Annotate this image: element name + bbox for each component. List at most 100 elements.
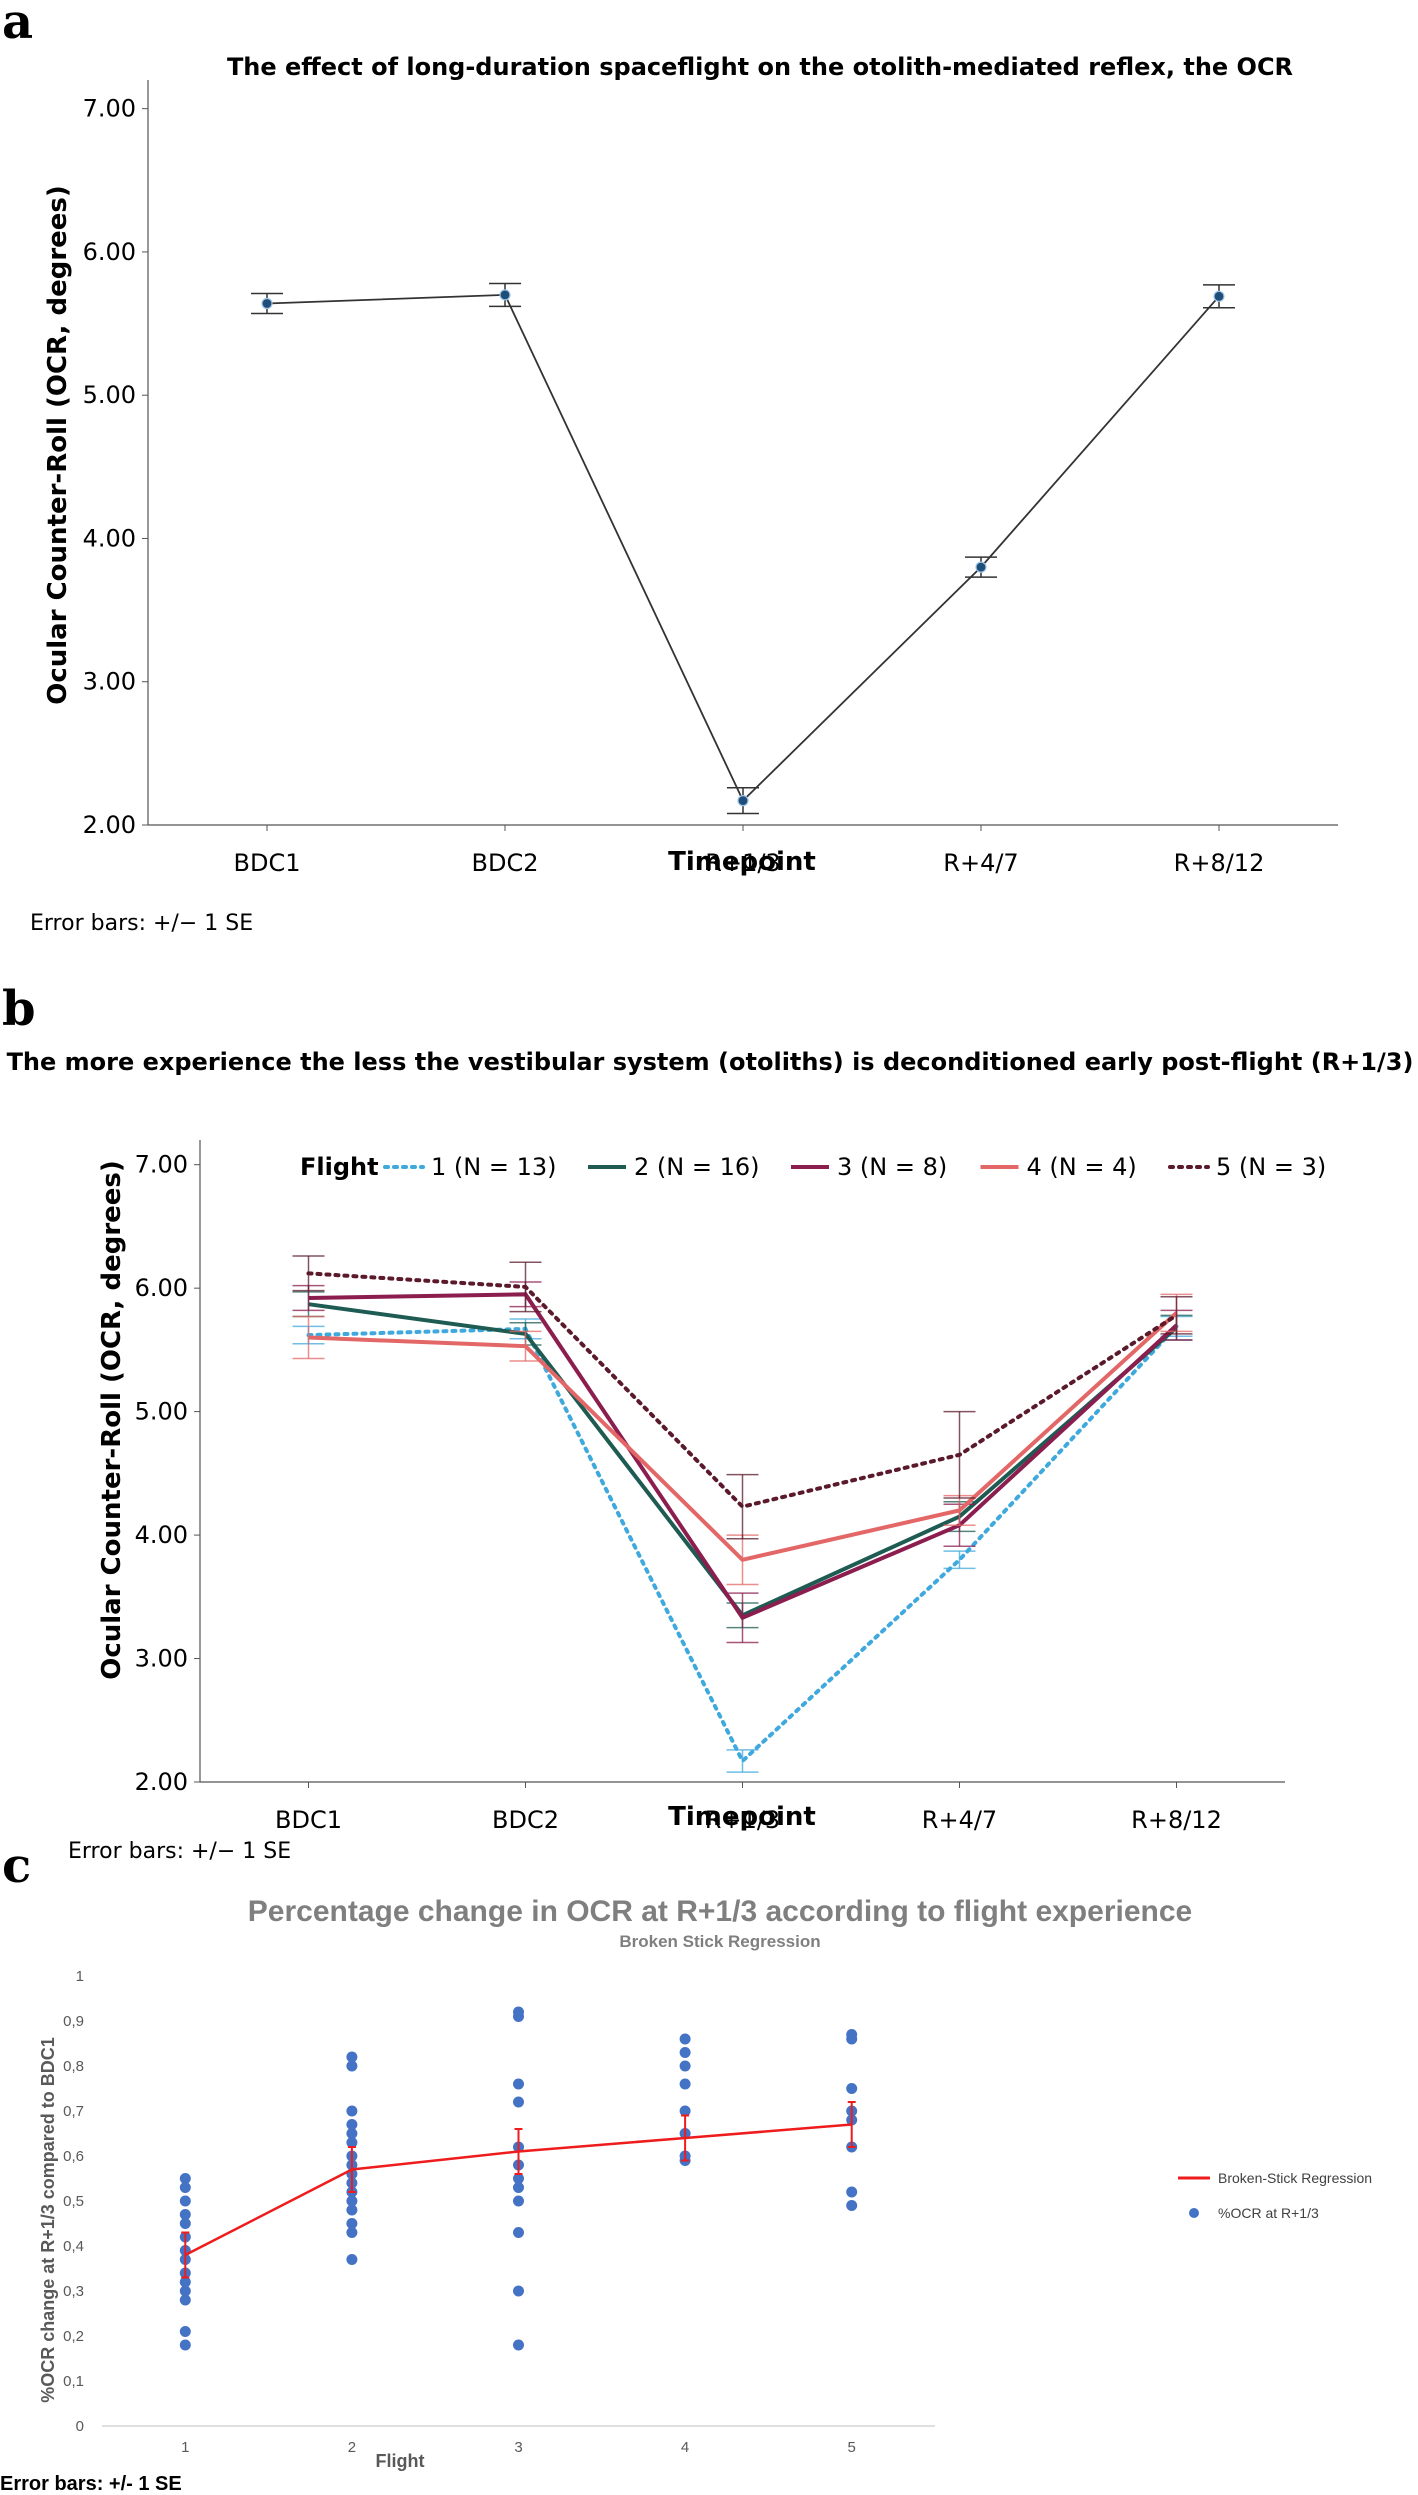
c-scatter-point bbox=[513, 2182, 524, 2193]
a-plot-ytick-label: 5.00 bbox=[83, 381, 136, 409]
a-plot-series-line-1 bbox=[266, 293, 1220, 803]
a-plot-data-point bbox=[499, 289, 511, 301]
b-plot-legend-entry-3: 3 (N = 8) bbox=[837, 1153, 947, 1181]
c-scatter-point bbox=[179, 2339, 191, 2351]
panel-b-title: The more experience the less the vestibu… bbox=[7, 1048, 1414, 1076]
c-xtick-label: 4 bbox=[681, 2439, 689, 2456]
b-plot-ytick-label: 6.00 bbox=[135, 1274, 188, 1302]
c-xtick-label: 5 bbox=[848, 2439, 856, 2456]
c-scatter-point bbox=[846, 2029, 858, 2040]
c-scatter-point bbox=[179, 2326, 191, 2337]
panel-c-subtitle: Broken Stick Regression bbox=[619, 1932, 820, 1951]
panel-a-ylabel: Ocular Counter-Roll (OCR, degrees) bbox=[43, 185, 73, 705]
b-plot-xtick-label: BDC1 bbox=[275, 1806, 342, 1834]
a-plot-data-point bbox=[737, 795, 749, 807]
c-scatter-point bbox=[346, 2254, 358, 2265]
panel-b-ylabel: Ocular Counter-Roll (OCR, degrees) bbox=[97, 1160, 127, 1680]
c-ytick-label: 0,3 bbox=[63, 2283, 84, 2300]
panel-b-xlabel: Timepoint bbox=[668, 1802, 816, 1832]
b-plot-series-line-1 bbox=[306, 1324, 1179, 1765]
panel-b-error-note: Error bars: +/− 1 SE bbox=[68, 1839, 291, 1864]
c-scatter-point bbox=[179, 2173, 191, 2184]
a-plot-ytick-label: 7.00 bbox=[83, 95, 136, 123]
c-scatter-point bbox=[346, 2204, 358, 2216]
c-ytick-label: 0 bbox=[76, 2418, 84, 2435]
b-plot-series-line-5 bbox=[306, 1271, 1179, 1509]
c-ytick-label: 0,6 bbox=[63, 2148, 84, 2165]
panel-c-chart: Percentage change in OCR at R+1/3 accord… bbox=[0, 1895, 1372, 2495]
c-scatter-point bbox=[346, 2128, 358, 2139]
panel-label-b: b bbox=[2, 981, 36, 1037]
c-legend-entry-regression: Broken-Stick Regression bbox=[1218, 2170, 1372, 2186]
c-scatter-point bbox=[846, 2083, 858, 2094]
c-scatter-point bbox=[679, 2105, 691, 2117]
panel-label-a: a bbox=[2, 0, 33, 50]
c-ytick-label: 0,7 bbox=[63, 2103, 84, 2120]
a-plot-ytick-label: 4.00 bbox=[83, 524, 136, 552]
c-xtick-label: 3 bbox=[514, 2439, 522, 2456]
a-plot-ytick-label: 3.00 bbox=[83, 668, 136, 696]
c-scatter-point bbox=[513, 2195, 524, 2207]
a-plot-data-point bbox=[975, 561, 987, 573]
c-scatter-point bbox=[513, 2096, 524, 2108]
b-plot-ytick-label: 4.00 bbox=[135, 1521, 188, 1549]
c-xtick-label: 2 bbox=[348, 2439, 356, 2456]
c-regression-line bbox=[184, 2123, 852, 2257]
panel-c-error-note: Error bars: +/- 1 SE bbox=[0, 2473, 182, 2495]
b-plot-legend-entry-2: 2 (N = 16) bbox=[634, 1153, 759, 1181]
c-scatter-point bbox=[346, 2195, 358, 2207]
b-plot-xtick-label: R+8/12 bbox=[1131, 1806, 1222, 1834]
c-scatter-point bbox=[679, 2047, 691, 2058]
b-plot-xtick-label: R+1/3 bbox=[705, 1806, 780, 1834]
b-plot-ytick-label: 3.00 bbox=[135, 1645, 188, 1673]
panel-c-ylabel: %OCR change at R+1/3 compared to BDC1 bbox=[38, 2037, 58, 2403]
panel-a-xlabel: Timepoint bbox=[668, 847, 816, 877]
c-ytick-label: 1 bbox=[76, 1968, 84, 1985]
c-scatter-point bbox=[846, 2200, 858, 2211]
c-scatter-point bbox=[679, 2078, 691, 2090]
panel-a-error-note: Error bars: +/− 1 SE bbox=[30, 911, 253, 936]
a-plot-ytick-label: 6.00 bbox=[83, 238, 136, 266]
a-plot-xtick-label: BDC2 bbox=[472, 849, 539, 877]
c-scatter-point bbox=[513, 2339, 524, 2351]
c-scatter-point bbox=[346, 2060, 358, 2072]
c-scatter-point bbox=[513, 2227, 524, 2238]
c-legend-entry-scatter: %OCR at R+1/3 bbox=[1218, 2205, 1319, 2221]
a-plot-xtick-label: R+1/3 bbox=[705, 849, 780, 877]
c-scatter-point bbox=[513, 2006, 524, 2018]
c-scatter-point bbox=[179, 2218, 191, 2229]
b-plot-xtick-label: BDC2 bbox=[492, 1806, 559, 1834]
panel-a-chart: The effect of long-duration spaceflight … bbox=[30, 53, 1338, 936]
panel-b-legend-title: Flight bbox=[300, 1153, 379, 1181]
b-plot-xtick-label: R+4/7 bbox=[922, 1806, 997, 1834]
a-plot-ytick-label: 2.00 bbox=[83, 811, 136, 839]
c-legend-swatch-scatter bbox=[1189, 2208, 1199, 2218]
a-plot-xtick-label: R+4/7 bbox=[943, 849, 1018, 877]
c-scatter-point bbox=[346, 2137, 358, 2148]
a-plot-data-point bbox=[261, 297, 273, 310]
c-ytick-label: 0,9 bbox=[63, 2013, 84, 2030]
c-scatter-point bbox=[846, 2186, 858, 2198]
c-ytick-label: 0,8 bbox=[63, 2058, 84, 2075]
c-ytick-label: 0,5 bbox=[63, 2193, 84, 2210]
b-plot-ytick-label: 7.00 bbox=[135, 1151, 188, 1179]
b-plot-series-line-4 bbox=[308, 1311, 1178, 1562]
c-ytick-label: 0,4 bbox=[63, 2238, 84, 2255]
c-scatter-point bbox=[179, 2285, 191, 2297]
b-plot-legend-entry-5: 5 (N = 3) bbox=[1216, 1153, 1326, 1181]
panel-c-title: Percentage change in OCR at R+1/3 accord… bbox=[248, 1895, 1192, 1928]
panel-b-chart: The more experience the less the vestibu… bbox=[7, 1048, 1414, 1864]
b-plot-legend-entry-4: 4 (N = 4) bbox=[1027, 1153, 1137, 1181]
c-xtick-label: 1 bbox=[181, 2439, 189, 2456]
c-scatter-point bbox=[179, 2276, 191, 2288]
c-scatter-point bbox=[179, 2182, 191, 2193]
c-scatter-point bbox=[513, 2173, 524, 2184]
c-ytick-label: 0,2 bbox=[63, 2328, 84, 2345]
c-scatter-point bbox=[346, 2218, 358, 2229]
panel-c-xlabel: Flight bbox=[376, 2451, 425, 2471]
c-scatter-point bbox=[179, 2209, 191, 2220]
panel-label-c: c bbox=[2, 1838, 31, 1894]
c-scatter-point bbox=[346, 2227, 358, 2238]
b-plot-ytick-label: 2.00 bbox=[135, 1768, 188, 1796]
